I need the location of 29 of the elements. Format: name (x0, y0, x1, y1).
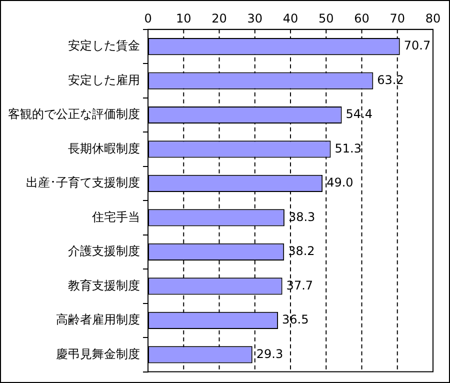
data-label: 36.5 (282, 312, 309, 327)
data-label: 37.7 (286, 278, 314, 292)
data-label: 51.3 (334, 141, 362, 156)
y-tick-label: 出産･子育て支援制度 (26, 176, 140, 190)
data-label: 38.2 (288, 244, 315, 258)
x-tick-label: 30 (247, 11, 263, 26)
data-label: 54.4 (346, 107, 373, 122)
x-tick-label: 80 (425, 11, 441, 26)
y-tick-label: 客観的で公正な評価制度 (8, 107, 140, 122)
x-tick-label: 40 (282, 11, 298, 26)
data-label: 29.3 (256, 346, 284, 361)
x-tick-label: 10 (176, 11, 192, 26)
data-label: 49.0 (326, 176, 354, 190)
x-tick-label: 0 (144, 11, 152, 26)
y-tick-label: 安定した雇用 (68, 72, 140, 87)
data-label: 70.7 (404, 38, 431, 53)
y-tick-label: 長期休暇制度 (68, 141, 140, 156)
y-tick-label: 教育支援制度 (68, 278, 140, 292)
y-tick-label: 高齢者雇用制度 (56, 312, 140, 327)
x-tick-label: 20 (212, 11, 227, 26)
y-tick-label: 安定した賃金 (68, 38, 140, 53)
y-tick-label: 介護支援制度 (68, 244, 140, 258)
data-label: 38.3 (288, 210, 316, 224)
y-tick-label: 住宅手当 (91, 210, 140, 224)
y-tick-label: 慶弔見舞金制度 (56, 346, 140, 361)
x-tick-label: 60 (354, 11, 370, 26)
x-tick-label: 70 (390, 11, 406, 26)
data-label: 63.2 (377, 72, 404, 87)
x-tick-label: 50 (318, 11, 334, 26)
